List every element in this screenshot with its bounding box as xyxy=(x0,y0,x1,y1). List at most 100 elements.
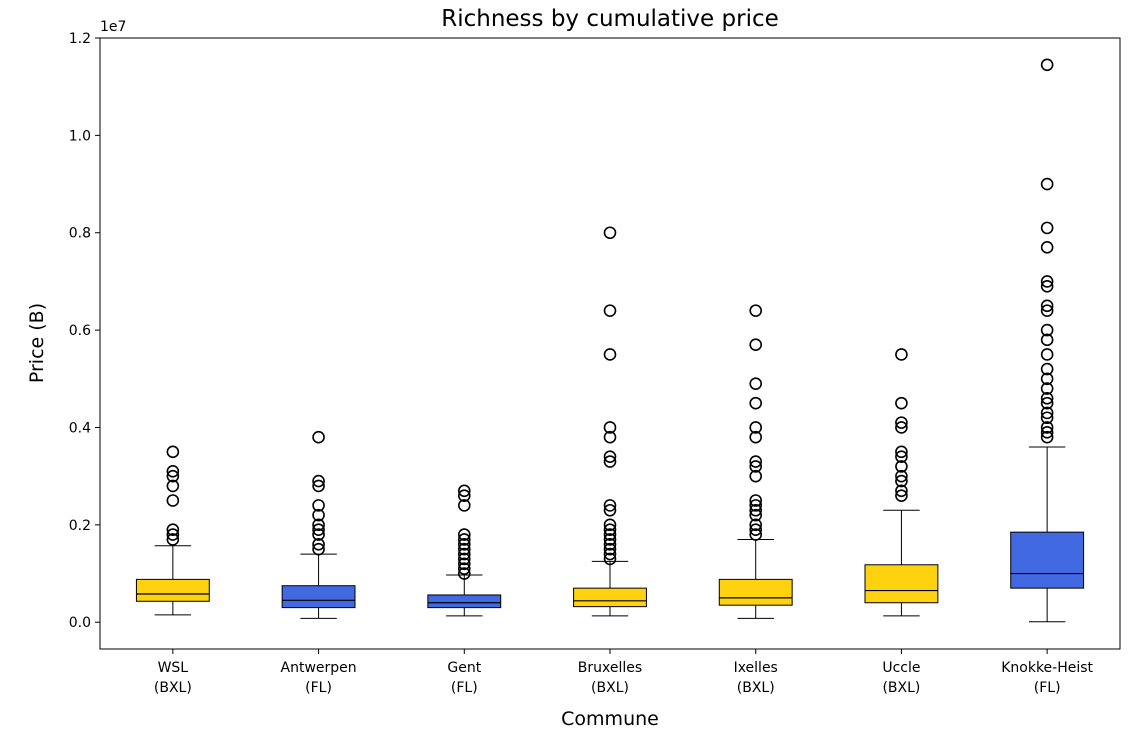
box xyxy=(718,578,793,606)
outlier-point xyxy=(895,460,908,473)
outlier-point xyxy=(603,348,617,361)
outlier-point xyxy=(1040,411,1054,425)
x-axis-label: Commune xyxy=(561,708,659,730)
outlier-point xyxy=(603,455,617,468)
outlier-point xyxy=(1040,430,1054,444)
box-group xyxy=(864,348,939,617)
outlier-point xyxy=(1040,333,1054,347)
outlier-point xyxy=(603,547,617,561)
outlier-point xyxy=(603,542,617,556)
outlier-point xyxy=(749,523,763,537)
outlier-point xyxy=(312,528,325,541)
plot-area xyxy=(135,58,1085,623)
outlier-point xyxy=(166,479,180,493)
outlier-point xyxy=(603,450,617,463)
outlier-point xyxy=(1040,323,1054,337)
y-tick-label: 0.6 xyxy=(69,323,91,339)
outlier-point xyxy=(1040,58,1054,72)
box-group xyxy=(573,226,647,617)
x-tick-label-region: (FL) xyxy=(1034,680,1061,696)
y-axis-multiplier: 1e7 xyxy=(100,19,126,35)
outlier-point xyxy=(749,338,763,352)
y-tick-label: 1.0 xyxy=(69,128,91,144)
outlier-point xyxy=(895,348,908,361)
outlier-point xyxy=(166,533,180,546)
outlier-point xyxy=(603,304,617,317)
outlier-point xyxy=(1040,362,1054,376)
x-tick-label: Ixelles xyxy=(734,660,778,676)
outlier-point xyxy=(1040,304,1054,317)
outlier-point xyxy=(749,499,763,512)
x-tick-label: WSL xyxy=(158,660,189,676)
x-tick-label-region: (FL) xyxy=(451,680,478,696)
box xyxy=(281,585,356,609)
x-tick-label-region: (BXL) xyxy=(154,680,192,696)
outlier-point xyxy=(1040,382,1054,395)
outlier-point xyxy=(312,538,325,551)
outlier-point xyxy=(457,499,471,512)
outlier-point xyxy=(603,533,617,546)
outlier-point xyxy=(166,464,180,478)
outlier-point xyxy=(457,538,471,551)
outlier-point xyxy=(166,469,180,483)
outlier-point xyxy=(1040,299,1054,313)
outlier-point xyxy=(1040,275,1054,288)
outlier-point xyxy=(457,567,471,580)
outlier-point xyxy=(603,421,617,434)
outlier-point xyxy=(749,377,763,390)
outlier-point xyxy=(895,469,908,483)
outlier-point xyxy=(895,396,908,410)
outlier-point xyxy=(895,474,908,488)
outlier-point xyxy=(312,508,325,522)
box-group xyxy=(135,445,210,616)
outlier-point xyxy=(1040,372,1054,386)
outlier-point xyxy=(603,552,617,566)
plot-frame xyxy=(99,37,1121,650)
outlier-point xyxy=(457,562,471,575)
x-tick-label: Knokke-Heist xyxy=(1001,660,1093,676)
outlier-point xyxy=(895,484,908,498)
chart-title: Richness by cumulative price xyxy=(441,6,779,32)
box xyxy=(1010,531,1085,589)
outlier-point xyxy=(457,528,471,541)
outlier-point xyxy=(312,518,325,532)
outlier-point xyxy=(457,489,471,502)
y-tick-label: 0.0 xyxy=(69,615,91,631)
outlier-point xyxy=(749,455,763,468)
box-group xyxy=(281,430,356,619)
outlier-point xyxy=(457,542,471,556)
box xyxy=(427,594,502,609)
outlier-point xyxy=(895,421,908,434)
outlier-point xyxy=(1040,279,1054,293)
outlier-point xyxy=(749,396,763,410)
outlier-point xyxy=(1040,241,1054,254)
outlier-point xyxy=(895,445,908,459)
outlier-point xyxy=(1040,426,1054,439)
x-tick-label: Bruxelles xyxy=(578,660,642,676)
outlier-point xyxy=(603,499,617,512)
outlier-point xyxy=(457,547,471,561)
box xyxy=(864,564,939,604)
outlier-point xyxy=(312,542,325,556)
outlier-point xyxy=(312,523,325,537)
outlier-point xyxy=(603,528,617,541)
outlier-point xyxy=(1040,391,1054,405)
box-group xyxy=(718,304,793,619)
outlier-point xyxy=(166,445,180,459)
y-axis: 0.0 0.2 0.4 0.6 0.8 1.0 1.2 xyxy=(69,31,100,631)
outlier-point xyxy=(1040,348,1054,361)
box-group xyxy=(1010,58,1085,623)
y-axis-label: Price (B) xyxy=(26,303,48,383)
outlier-point xyxy=(749,518,763,532)
outlier-point xyxy=(749,469,763,483)
outlier-point xyxy=(457,533,471,546)
y-tick-label: 1.2 xyxy=(69,31,91,47)
box xyxy=(135,578,210,602)
x-tick-label-region: (BXL) xyxy=(737,680,775,696)
outlier-point xyxy=(603,538,617,551)
outlier-point xyxy=(749,421,763,434)
outlier-point xyxy=(312,474,325,488)
outlier-point xyxy=(603,503,617,517)
x-axis: WSL (BXL) Antwerpen (FL) Gent (FL) Bruxelles (B… xyxy=(154,649,1094,696)
